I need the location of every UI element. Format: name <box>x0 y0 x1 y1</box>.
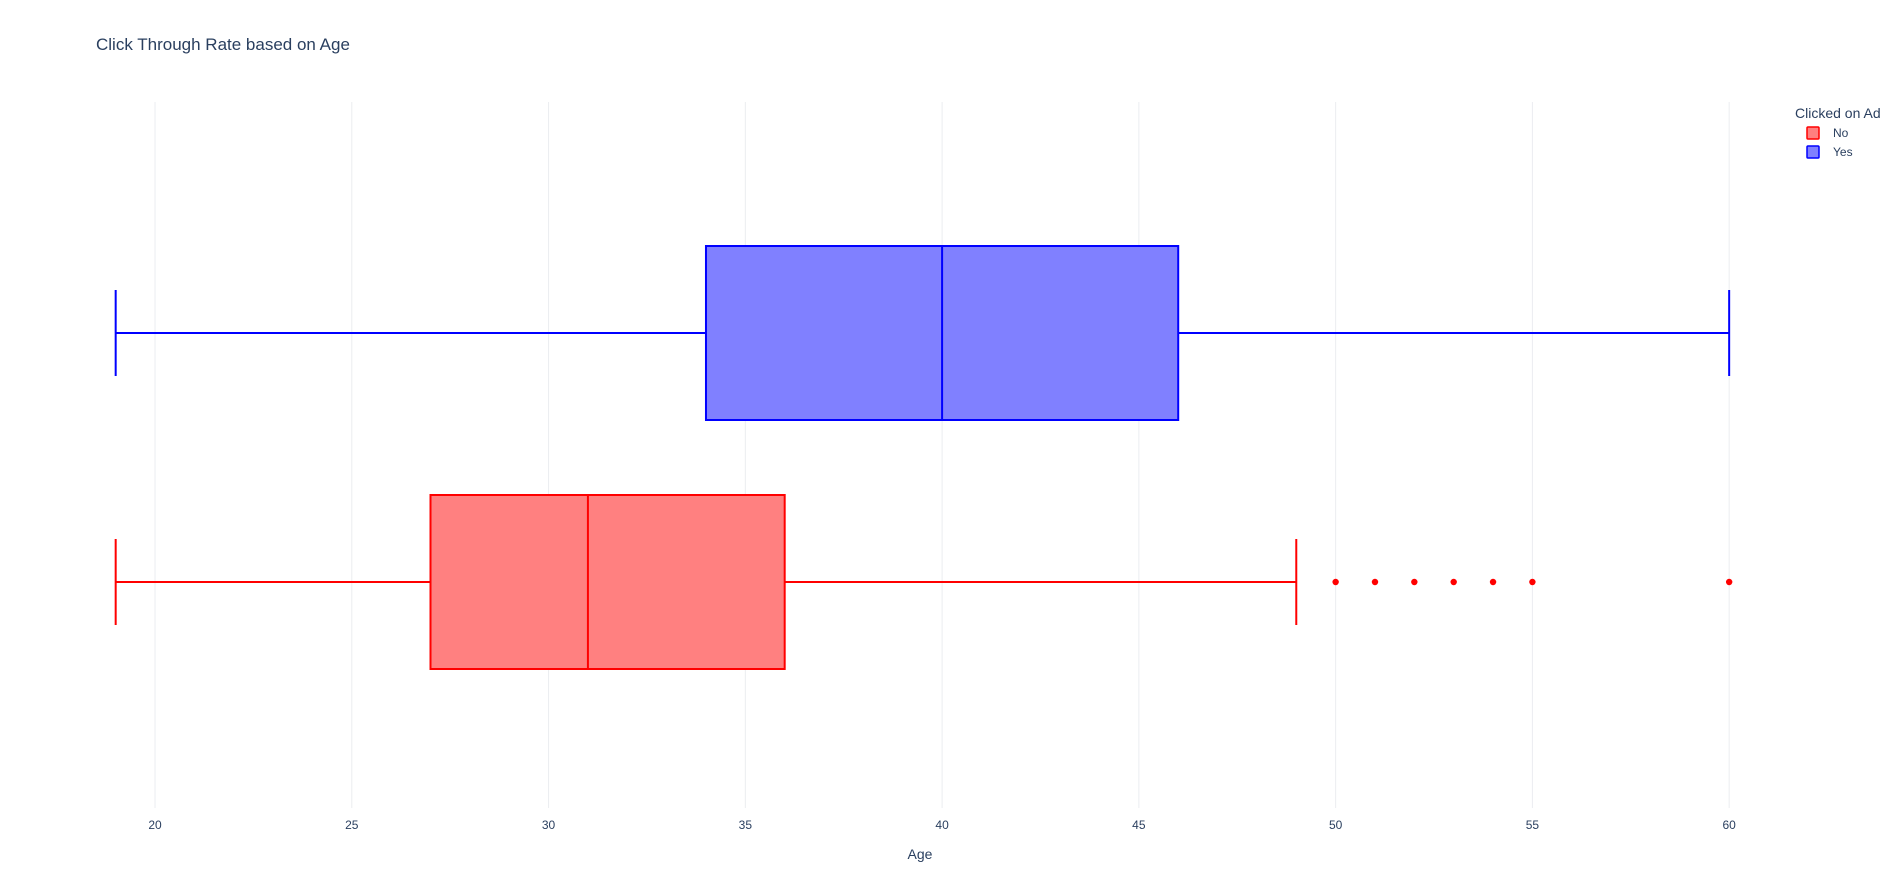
x-tick-label-55: 55 <box>1526 818 1540 832</box>
x-tick-label-35: 35 <box>739 818 753 832</box>
x-tick-label-40: 40 <box>935 818 949 832</box>
outlier-point-54 <box>1489 578 1497 586</box>
legend-label-yes: Yes <box>1833 145 1853 159</box>
outlier-point-50 <box>1332 578 1339 586</box>
x-tick-label-20: 20 <box>148 818 162 832</box>
outlier-point-51 <box>1371 578 1379 586</box>
outlier-point-53 <box>1450 578 1457 586</box>
legend-swatch-no <box>1806 126 1820 140</box>
x-axis-title: Age <box>908 846 933 862</box>
legend-swatch-yes <box>1806 145 1820 159</box>
box-traces <box>114 245 1733 670</box>
box-trace-yes <box>114 245 1731 421</box>
outlier-point-60 <box>1725 578 1733 586</box>
box-trace-no <box>114 494 1733 670</box>
legend-label-no: No <box>1833 126 1849 140</box>
x-tick-label-25: 25 <box>345 818 359 832</box>
x-axis-ticks: 20 25 30 35 40 45 50 55 60 <box>148 818 1736 832</box>
outlier-point-55 <box>1529 578 1536 586</box>
x-tick-label-50: 50 <box>1329 818 1343 832</box>
legend[interactable]: Clicked on Ad No Yes <box>1795 105 1881 159</box>
legend-title: Clicked on Ad <box>1795 105 1881 121</box>
chart-title: Click Through Rate based on Age <box>96 35 350 54</box>
outlier-point-52 <box>1411 578 1418 586</box>
legend-item-yes[interactable]: Yes <box>1806 145 1853 159</box>
legend-item-no[interactable]: No <box>1806 126 1849 140</box>
x-tick-label-60: 60 <box>1722 818 1736 832</box>
x-tick-label-30: 30 <box>542 818 556 832</box>
grid-lines <box>154 102 1730 808</box>
iqr-box <box>429 494 786 670</box>
x-tick-label-45: 45 <box>1132 818 1146 832</box>
